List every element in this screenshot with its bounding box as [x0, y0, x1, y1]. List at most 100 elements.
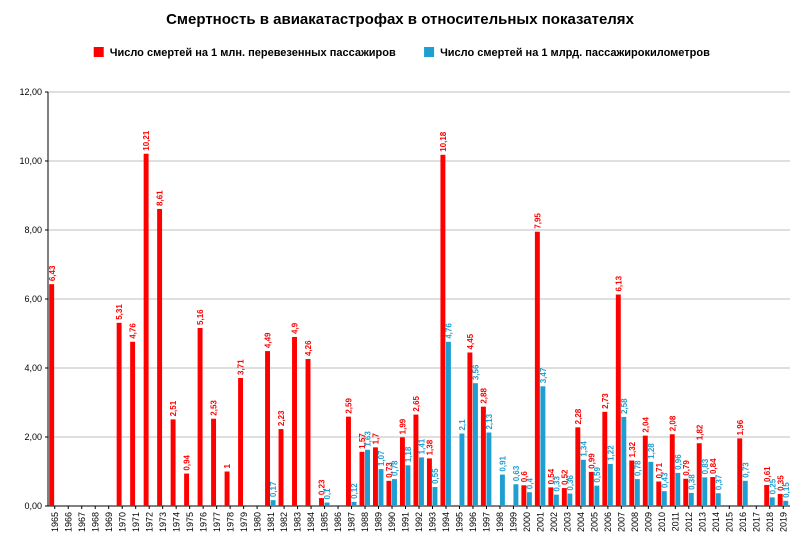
bar-blue	[432, 487, 437, 506]
data-label-blue: 0,15	[782, 482, 791, 498]
x-tick-label: 1982	[279, 512, 289, 532]
bar-red	[144, 154, 149, 506]
x-tick-label: 2017	[751, 512, 761, 532]
bar-blue	[513, 484, 518, 506]
x-tick-label: 2015	[724, 512, 734, 532]
data-label-red: 2,51	[169, 400, 178, 416]
y-tick-label: 2,00	[24, 432, 42, 442]
x-tick-label: 1979	[239, 512, 249, 532]
bar-chart: Смертность в авиакатастрофах в относител…	[0, 0, 800, 556]
data-label-red: 7,95	[533, 213, 542, 229]
x-tick-label: 1976	[198, 512, 208, 532]
bar-red	[306, 359, 311, 506]
data-label-red: 2,59	[345, 398, 354, 414]
x-tick-label: 2005	[590, 512, 600, 532]
bar-blue	[581, 460, 586, 506]
data-label-red: 2,08	[668, 415, 677, 431]
data-label-blue: 0,73	[741, 462, 750, 478]
data-label-blue: 1,22	[606, 445, 615, 461]
data-label-blue: 0,38	[687, 474, 696, 490]
y-tick-label: 8,00	[24, 225, 42, 235]
data-label-red: 4,26	[304, 340, 313, 356]
x-tick-label: 1965	[50, 512, 60, 532]
x-tick-label: 1996	[468, 512, 478, 532]
x-tick-label: 1968	[90, 512, 100, 532]
x-tick-label: 2000	[522, 512, 532, 532]
x-tick-label: 2001	[536, 512, 546, 532]
x-tick-label: 1974	[171, 512, 181, 532]
x-tick-label: 1990	[387, 512, 397, 532]
data-label-red: 1,96	[736, 419, 745, 435]
data-label-blue: 0,1	[323, 488, 332, 500]
data-label-red: 0,99	[587, 453, 596, 469]
x-tick-label: 2014	[711, 512, 721, 532]
data-label-red: 5,31	[115, 304, 124, 320]
x-tick-label: 1994	[441, 512, 451, 532]
bar-blue	[770, 497, 775, 506]
data-label-red: 5,16	[196, 309, 205, 325]
bar-blue	[446, 342, 451, 506]
x-tick-label: 1986	[333, 512, 343, 532]
x-tick-label: 2012	[684, 512, 694, 532]
data-label-red: 2,73	[601, 393, 610, 409]
bar-blue	[567, 494, 572, 506]
bar-blue	[716, 493, 721, 506]
data-label-red: 6,13	[614, 275, 623, 291]
bar-blue	[419, 457, 424, 506]
x-tick-label: 1985	[320, 512, 330, 532]
bar-red	[157, 209, 162, 506]
bar-blue	[500, 475, 505, 506]
bar-blue	[365, 450, 370, 506]
x-tick-label: 1998	[495, 512, 505, 532]
bar-blue	[648, 462, 653, 506]
data-label-blue: 0,55	[431, 468, 440, 484]
data-label-blue: 0,36	[566, 474, 575, 490]
x-tick-label: 1995	[455, 512, 465, 532]
bar-blue	[783, 501, 788, 506]
data-label-blue: 0,78	[633, 460, 642, 476]
bar-red	[117, 323, 122, 506]
data-label-red: 0,79	[682, 460, 691, 476]
bar-blue	[621, 417, 626, 506]
bar-blue	[486, 433, 491, 506]
bar-red	[171, 419, 176, 506]
data-label-red: 2,28	[574, 408, 583, 424]
y-tick-label: 4,00	[24, 363, 42, 373]
chart-container: Смертность в авиакатастрофах в относител…	[0, 0, 800, 556]
bar-blue	[608, 464, 613, 506]
x-tick-label: 1967	[77, 512, 87, 532]
x-tick-label: 1997	[482, 512, 492, 532]
x-tick-label: 2019	[778, 512, 788, 532]
data-label-blue: 2,13	[485, 413, 494, 429]
data-label-blue: 2,1	[458, 419, 467, 431]
x-tick-label: 2013	[697, 512, 707, 532]
bar-blue	[379, 469, 384, 506]
bar-blue	[540, 386, 545, 506]
x-tick-label: 1977	[212, 512, 222, 532]
x-tick-label: 2016	[738, 512, 748, 532]
x-tick-label: 2007	[617, 512, 627, 532]
data-label-blue: 0,12	[350, 483, 359, 499]
bar-blue	[662, 491, 667, 506]
bar-blue	[459, 434, 464, 506]
data-label-red: 2,88	[479, 388, 488, 404]
bar-blue	[689, 493, 694, 506]
data-label-red: 2,04	[641, 416, 650, 432]
data-label-blue: 1,28	[647, 443, 656, 459]
bar-blue	[675, 473, 680, 506]
x-tick-label: 1999	[509, 512, 519, 532]
bar-red	[49, 284, 54, 506]
data-label-red: 0,84	[709, 458, 718, 474]
bar-red	[198, 328, 203, 506]
data-label-red: 2,53	[210, 400, 219, 416]
legend-swatch	[94, 47, 104, 57]
x-tick-label: 1966	[63, 512, 73, 532]
bar-red	[360, 452, 365, 506]
data-label-red: 1,38	[426, 439, 435, 455]
bar-blue	[527, 492, 532, 506]
data-label-blue: 4,76	[445, 323, 454, 339]
y-tick-label: 12,00	[19, 87, 42, 97]
data-label-red: 6,43	[48, 265, 57, 281]
x-tick-label: 1987	[347, 512, 357, 532]
bar-red	[211, 419, 216, 506]
